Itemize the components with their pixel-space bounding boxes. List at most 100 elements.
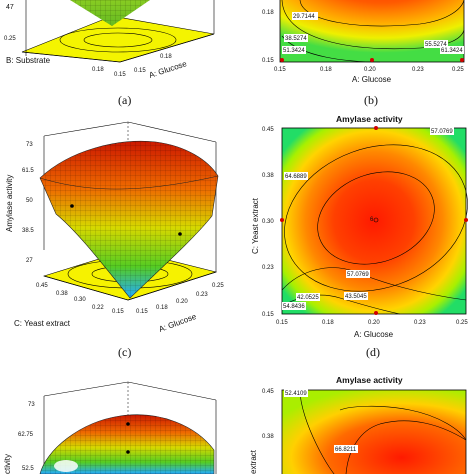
panel-c-z-tick: 73 — [26, 142, 33, 148]
panel-d-contour-label: 57.0769 — [347, 272, 369, 278]
panel-f-contour: Amylase activity 52.4109 66.8211 0.45 0.… — [249, 375, 467, 474]
panel-c-x-tick: 0.23 — [196, 292, 208, 298]
panel-d-design-point — [374, 126, 378, 130]
panel-c-x-axis-label: A: Glucose — [158, 312, 198, 334]
panel-a-floor-contour — [59, 27, 177, 53]
panel-f-contour-label: 52.4109 — [285, 391, 307, 397]
panel-d-y-axis-label: C: Yeast extract — [251, 197, 260, 254]
panel-b-contour: 29.7144 38.5274 51.3424 55.5274 61.3424 … — [262, 0, 465, 107]
panel-f-y-axis-label: extract — [249, 449, 258, 474]
panel-d-design-point — [374, 311, 378, 315]
panel-d-y-tick: 0.38 — [262, 173, 274, 179]
panel-e-z-tick: 73 — [28, 402, 35, 408]
panel-b-contour-line — [281, 0, 465, 49]
panel-c-design-point — [178, 232, 182, 236]
panel-d-x-tick: 0.15 — [276, 320, 288, 326]
panel-c-z-tick: 50 — [26, 198, 33, 204]
panel-a-x-axis — [119, 33, 215, 63]
panel-d-design-point — [280, 218, 284, 222]
panel-c-z-tick: 27 — [26, 258, 33, 264]
panel-a-surface: 47 0.25 0.18 0.15 B: Substrate 0.18 0.15… — [4, 0, 215, 107]
panel-e-design-point — [126, 422, 130, 426]
panel-a-x-tick: 0.18 — [160, 54, 172, 60]
panel-b-x-axis-label: A: Glucose — [352, 75, 392, 84]
panel-b-y-tick: 0.18 — [262, 10, 274, 16]
panel-f-contour-line — [339, 405, 467, 441]
panel-b-x-tick: 0.20 — [364, 67, 376, 73]
panel-d-contour-label: 42.0525 — [297, 295, 319, 301]
panel-b-contour-label: 61.3424 — [441, 48, 463, 54]
panel-f-contour-label: 66.8211 — [335, 447, 357, 453]
panel-b-contour-label: 55.5274 — [425, 42, 447, 48]
panel-d-x-axis-label: A: Glucose — [354, 330, 394, 339]
panel-b-design-point — [370, 58, 374, 62]
panel-b-y-tick: 0.15 — [262, 58, 274, 64]
panel-d-y-tick: 0.30 — [262, 219, 274, 225]
panel-d-contour-label: 64.6889 — [285, 174, 307, 180]
panel-b-x-tick: 0.23 — [412, 67, 424, 73]
panel-b-design-point — [460, 58, 464, 62]
panel-c-y-tick: 0.45 — [36, 283, 48, 289]
panel-f-y-tick: 0.45 — [262, 389, 274, 395]
panel-b-x-tick: 0.18 — [320, 67, 332, 73]
panel-e-design-point — [126, 450, 130, 454]
panel-a-y-tick: 0.18 — [92, 67, 104, 73]
panel-f-plot-area — [282, 390, 466, 474]
panel-b-x-tick: 0.15 — [274, 67, 286, 73]
panel-c-x-tick: 0.25 — [212, 283, 224, 289]
panel-b-caption: (b) — [364, 93, 378, 107]
panel-d-contour-label: 54.8436 — [283, 304, 305, 310]
panel-c-y-tick: 0.30 — [74, 297, 86, 303]
panel-c-y-axis — [43, 275, 129, 301]
panel-d-contour: Amylase activity 64.6889 57.0769 57.0769… — [251, 114, 468, 359]
panel-d-contour-label: 43.5045 — [345, 294, 367, 300]
panel-c-z-tick: 61.5 — [22, 168, 34, 174]
panel-a-z-tick: 47 — [6, 4, 14, 11]
panel-b-contour-label: 29.7144 — [293, 14, 315, 20]
panel-d-y-tick: 0.45 — [262, 127, 274, 133]
panel-d-x-tick: 0.20 — [368, 320, 380, 326]
panel-c-x-tick: 0.18 — [156, 305, 168, 311]
panel-c-y-tick: 0.38 — [56, 291, 68, 297]
panel-b-contour-label: 51.3424 — [283, 48, 305, 54]
panel-e-z-tick: 62.75 — [18, 432, 34, 438]
panel-c-y-tick: 0.22 — [92, 305, 104, 311]
panel-d-design-point — [464, 218, 468, 222]
panel-c-x-tick: 0.15 — [136, 309, 148, 315]
panel-f-contour-line — [299, 389, 335, 474]
panel-d-contour-line — [284, 144, 468, 292]
panel-d-y-tick: 0.15 — [262, 312, 274, 318]
panel-d-center-point — [373, 217, 379, 223]
panel-d-x-tick: 0.18 — [322, 320, 334, 326]
panel-c-x-axis — [127, 271, 217, 301]
panel-d-caption: (d) — [366, 345, 380, 359]
panel-e-z-axis-label: ctivity — [3, 454, 12, 474]
panel-a-y-axis — [21, 51, 121, 63]
panel-a-y-axis-label: B: Substrate — [6, 56, 51, 65]
panel-d-design-point-count: 6 — [370, 217, 374, 223]
panel-c-caption: (c) — [118, 345, 131, 359]
panel-d-contour-label: 57.0769 — [431, 129, 453, 135]
panel-d-x-tick: 0.23 — [414, 320, 426, 326]
panel-a-floor-contour-inner — [83, 32, 153, 48]
panel-e-z-tick: 52.5 — [22, 466, 34, 472]
panel-f-title: Amylase activity — [336, 375, 403, 385]
panel-a-x-tick: 0.15 — [134, 68, 146, 74]
panel-c-z-tick: 38.5 — [22, 228, 34, 234]
panel-a-y-tick: 0.15 — [114, 72, 126, 78]
panel-b-x-tick: 0.25 — [452, 67, 464, 73]
panel-d-title: Amylase activity — [336, 114, 403, 124]
panel-d-contour-line — [317, 171, 435, 265]
panel-c-z-axis-label: Amylase activity — [5, 175, 14, 232]
panel-c-x-tick: 0.20 — [176, 299, 188, 305]
panel-b-design-point — [280, 58, 284, 62]
panel-b-plot-area — [280, 0, 464, 62]
panel-c-y-axis-label: C: Yeast extract — [14, 319, 71, 328]
panel-d-x-tick: 0.25 — [456, 320, 468, 326]
panel-a-x-axis-label: A: Glucose — [148, 59, 189, 80]
panel-e-surface: 73 62.75 52.5 ctivity — [3, 381, 217, 474]
panel-b-contour-line — [281, 35, 381, 63]
panel-f-y-tick: 0.38 — [262, 434, 274, 440]
panel-b-contour-label: 38.5274 — [285, 36, 307, 42]
